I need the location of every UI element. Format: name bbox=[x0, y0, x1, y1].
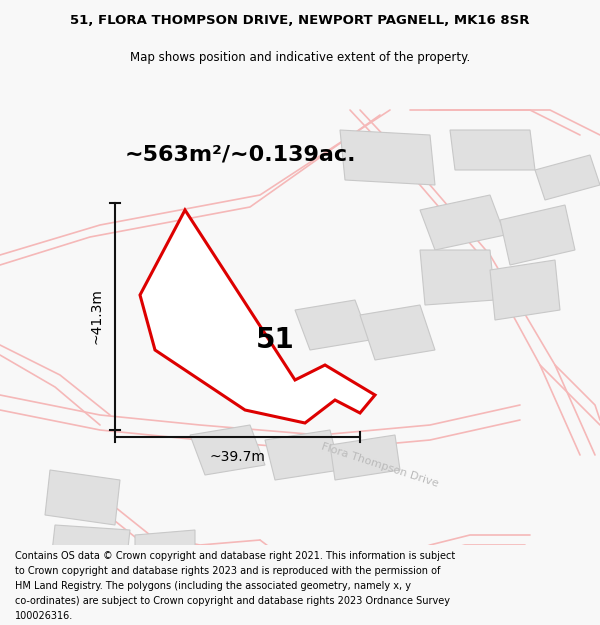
Text: co-ordinates) are subject to Crown copyright and database rights 2023 Ordnance S: co-ordinates) are subject to Crown copyr… bbox=[15, 596, 450, 606]
Text: 51, FLORA THOMPSON DRIVE, NEWPORT PAGNELL, MK16 8SR: 51, FLORA THOMPSON DRIVE, NEWPORT PAGNEL… bbox=[70, 14, 530, 27]
Polygon shape bbox=[535, 155, 600, 200]
Polygon shape bbox=[420, 195, 505, 250]
Polygon shape bbox=[420, 250, 495, 305]
Polygon shape bbox=[50, 525, 130, 575]
Polygon shape bbox=[360, 305, 435, 360]
Polygon shape bbox=[265, 430, 340, 480]
Polygon shape bbox=[330, 435, 400, 480]
Polygon shape bbox=[135, 530, 195, 575]
Text: ~41.3m: ~41.3m bbox=[90, 289, 104, 344]
Text: ~563m²/~0.139ac.: ~563m²/~0.139ac. bbox=[124, 145, 356, 165]
Polygon shape bbox=[500, 205, 575, 265]
Text: HM Land Registry. The polygons (including the associated geometry, namely x, y: HM Land Registry. The polygons (includin… bbox=[15, 581, 411, 591]
Text: ~39.7m: ~39.7m bbox=[209, 450, 265, 464]
Text: 51: 51 bbox=[256, 326, 295, 354]
Text: Contains OS data © Crown copyright and database right 2021. This information is : Contains OS data © Crown copyright and d… bbox=[15, 551, 455, 561]
Polygon shape bbox=[490, 260, 560, 320]
Text: to Crown copyright and database rights 2023 and is reproduced with the permissio: to Crown copyright and database rights 2… bbox=[15, 566, 440, 576]
Polygon shape bbox=[45, 470, 120, 525]
Polygon shape bbox=[190, 425, 265, 475]
Text: Map shows position and indicative extent of the property.: Map shows position and indicative extent… bbox=[130, 51, 470, 64]
Polygon shape bbox=[295, 300, 370, 350]
Polygon shape bbox=[140, 210, 375, 423]
Polygon shape bbox=[450, 130, 535, 170]
Polygon shape bbox=[340, 130, 435, 185]
Text: Flora Thompson Drive: Flora Thompson Drive bbox=[320, 441, 440, 489]
Text: 100026316.: 100026316. bbox=[15, 611, 73, 621]
